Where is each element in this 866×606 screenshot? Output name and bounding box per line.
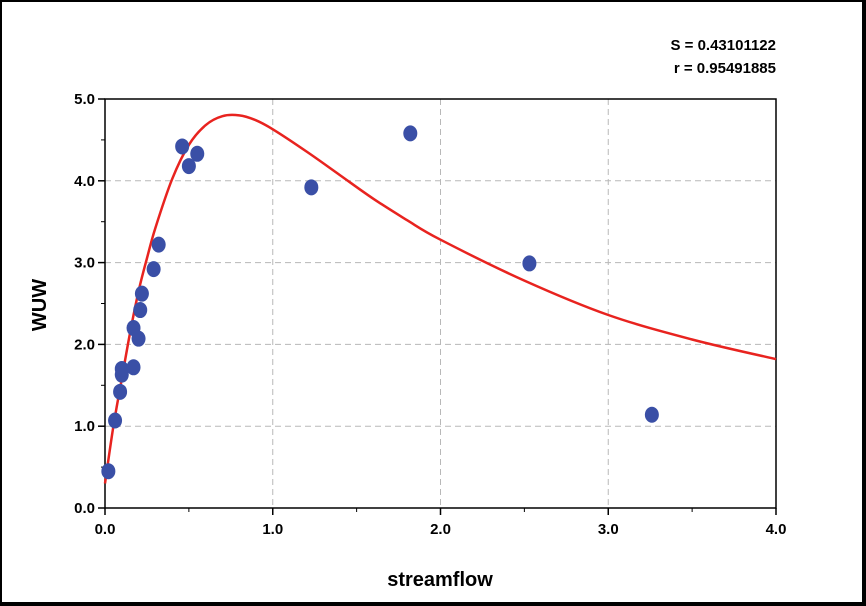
- data-point: [113, 383, 128, 400]
- y-tick-label: 5.0: [74, 91, 95, 108]
- data-point: [181, 158, 196, 175]
- x-tick-label: 2.0: [430, 521, 451, 538]
- data-points: [101, 125, 659, 480]
- y-tick-label: 1.0: [74, 418, 95, 435]
- data-point: [133, 302, 148, 319]
- data-point: [126, 359, 141, 376]
- y-tick-label: 2.0: [74, 336, 95, 353]
- data-point: [644, 406, 659, 423]
- grid-lines: [105, 99, 776, 508]
- y-axis-title: WUW: [29, 279, 51, 331]
- data-point: [175, 138, 190, 155]
- data-point: [101, 463, 116, 480]
- data-point: [190, 145, 205, 162]
- data-point: [108, 412, 123, 429]
- stat-r-value: r = 0.95491885: [674, 60, 776, 77]
- y-tick-label: 4.0: [74, 173, 95, 190]
- x-tick-label: 1.0: [262, 521, 283, 538]
- x-tick-label: 4.0: [766, 521, 787, 538]
- x-tick-label: 3.0: [598, 521, 619, 538]
- data-point: [304, 179, 319, 196]
- data-point: [403, 125, 418, 142]
- stat-s-value: S = 0.43101122: [670, 37, 776, 54]
- tick-labels: 0.0 1.0 2.0 3.0 4.0 0.0 1.0 2.0 3.0 4.0 5.0: [74, 91, 786, 538]
- y-tick-label: 0.0: [74, 500, 95, 517]
- data-point: [134, 285, 149, 302]
- data-point: [146, 261, 161, 278]
- data-point: [151, 236, 166, 253]
- x-axis-title: streamflow: [387, 569, 493, 591]
- x-tick-label: 0.0: [95, 521, 116, 538]
- data-point: [131, 330, 146, 347]
- data-point: [114, 360, 129, 377]
- axis-ticks: [98, 98, 777, 515]
- y-tick-label: 3.0: [74, 255, 95, 272]
- data-point: [522, 255, 537, 272]
